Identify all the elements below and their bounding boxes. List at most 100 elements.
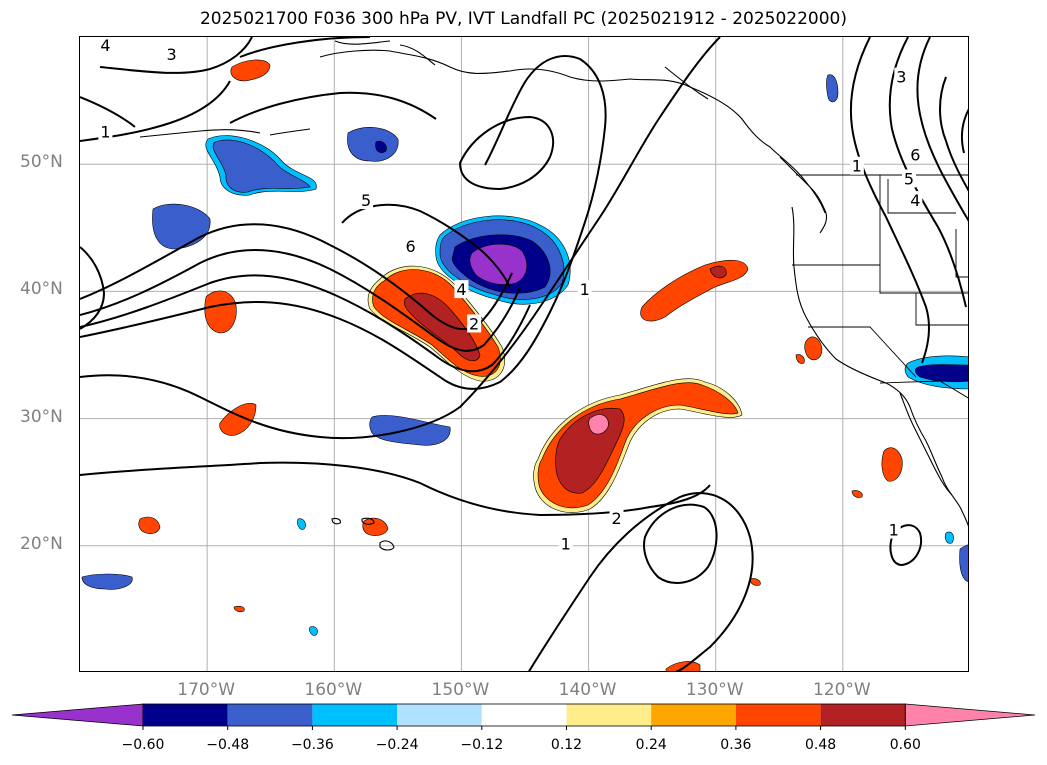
lat-tick-label: 40°N	[20, 279, 63, 300]
coastlines	[139, 40, 968, 551]
colorbar-cell	[143, 704, 228, 726]
ivt-shading-positive	[138, 59, 903, 671]
colorbar-cell	[566, 704, 652, 726]
colorbar-tick-label: 0.36	[720, 737, 752, 753]
contour-label-bg	[403, 236, 418, 255]
pv-contour-n5	[229, 91, 437, 124]
pos-blob-sw2	[362, 517, 389, 536]
political-borders	[792, 174, 968, 399]
contour-label: 3	[896, 68, 906, 87]
neg-blob-e-edge	[959, 544, 968, 582]
pv-contour-s-2	[643, 503, 718, 584]
colorbar-tick-label: 0.24	[635, 737, 667, 753]
contour-label-bg	[98, 122, 113, 141]
bc-coast	[779, 156, 828, 234]
neg-blob-alaska-gulf-core	[212, 139, 311, 193]
pos-blob-ca2	[795, 354, 805, 364]
colorbar-tick-label: −0.60	[121, 737, 165, 753]
ivt-shading-negative	[81, 74, 968, 636]
pv-contour-south	[80, 461, 711, 517]
colorbar-tick-label: 0.48	[805, 737, 837, 753]
pos-blob-w2	[219, 403, 257, 436]
colorbar-cell	[227, 704, 313, 726]
contour-label: 4	[910, 191, 920, 210]
pv-contour-1-west	[80, 37, 721, 440]
lon-tick-label: 120°W	[812, 680, 871, 700]
pv-contour-n3	[80, 96, 136, 128]
contour-label-bg	[467, 314, 482, 333]
contour-label-bg	[454, 280, 469, 299]
pv-contours	[80, 37, 968, 671]
pv-contour-e-4	[939, 76, 968, 192]
contour-label-bg	[901, 169, 916, 188]
neg-blob-n1-core	[375, 140, 387, 153]
colorbar-outline	[142, 703, 906, 727]
contour-label: 2	[469, 314, 479, 333]
pv-contour-n2	[99, 37, 253, 74]
state-border-3	[915, 293, 968, 326]
colorbar-tick-label: −0.24	[375, 737, 419, 753]
contour-label-bg	[886, 520, 901, 539]
pos-blob-small-b	[749, 578, 761, 586]
mexico-border	[879, 380, 968, 399]
contour-label: 4	[456, 280, 466, 299]
neg-blob-small2	[297, 518, 306, 530]
pos-blob-main-red	[403, 292, 481, 362]
colorbar-tick-label: 0.60	[889, 737, 921, 753]
neg-blob-small3	[309, 626, 318, 636]
pv-contour-e-5	[961, 108, 968, 154]
pos-blob-central-red	[555, 407, 625, 494]
neg-blob-small4	[944, 531, 954, 544]
pv-contour-closed-n	[458, 115, 555, 191]
neg-blob-w	[152, 203, 211, 250]
state-border-5	[955, 229, 968, 278]
contour-label: 1	[561, 535, 571, 554]
baja	[899, 392, 953, 496]
pv-contour-4-west	[80, 249, 521, 352]
colorbar-tick-label: 0.12	[550, 737, 583, 753]
colorbar-tick-label: −0.36	[290, 737, 334, 753]
colorbar-cell	[820, 704, 906, 726]
contour-label-bg	[359, 191, 374, 210]
colorbar	[11, 703, 1036, 730]
colorbar-cell	[312, 704, 398, 726]
contour-label: 6	[910, 145, 920, 164]
pv-contour-n1	[239, 37, 371, 58]
lat-tick-label: 20°N	[20, 533, 63, 554]
colorbar-tick-label: −0.48	[206, 737, 250, 753]
pos-blob-central-pink	[588, 414, 609, 435]
pos-blob-bottom	[665, 661, 701, 671]
lon-tick-label: 150°W	[431, 680, 490, 700]
contour-label: 1	[889, 521, 899, 540]
pos-blob-w1	[204, 290, 237, 334]
contour-label: 1	[580, 280, 590, 299]
hawaii-3	[331, 517, 342, 525]
contour-label: 3	[166, 45, 176, 64]
contour-label: 4	[100, 37, 110, 55]
contour-label-bg	[98, 37, 113, 54]
state-border-1	[792, 264, 968, 294]
pos-blob-nw	[230, 59, 271, 82]
hawaii-1	[379, 540, 395, 551]
neg-blob-socal-core	[914, 364, 968, 383]
pos-blob-small-c	[851, 490, 863, 498]
neg-blob-sw	[81, 573, 133, 590]
contour-label-bg	[894, 67, 909, 86]
pv-contour-e-6	[889, 524, 922, 567]
lon-tick-label: 140°W	[558, 680, 617, 700]
state-border-4	[808, 326, 917, 378]
pos-blob-ca	[804, 336, 823, 361]
state-border-6	[887, 179, 956, 214]
colorbar-tick-label: −0.12	[460, 737, 504, 753]
contour-label-bg	[164, 44, 179, 63]
lon-tick-label: 130°W	[685, 680, 744, 700]
contour-label-bg	[849, 156, 864, 175]
pos-blob-small-a	[233, 605, 245, 613]
contour-label-bg	[558, 534, 573, 553]
colorbar-extend-max	[904, 703, 1036, 727]
aleutians	[139, 128, 311, 138]
contour-label: 6	[405, 237, 415, 256]
